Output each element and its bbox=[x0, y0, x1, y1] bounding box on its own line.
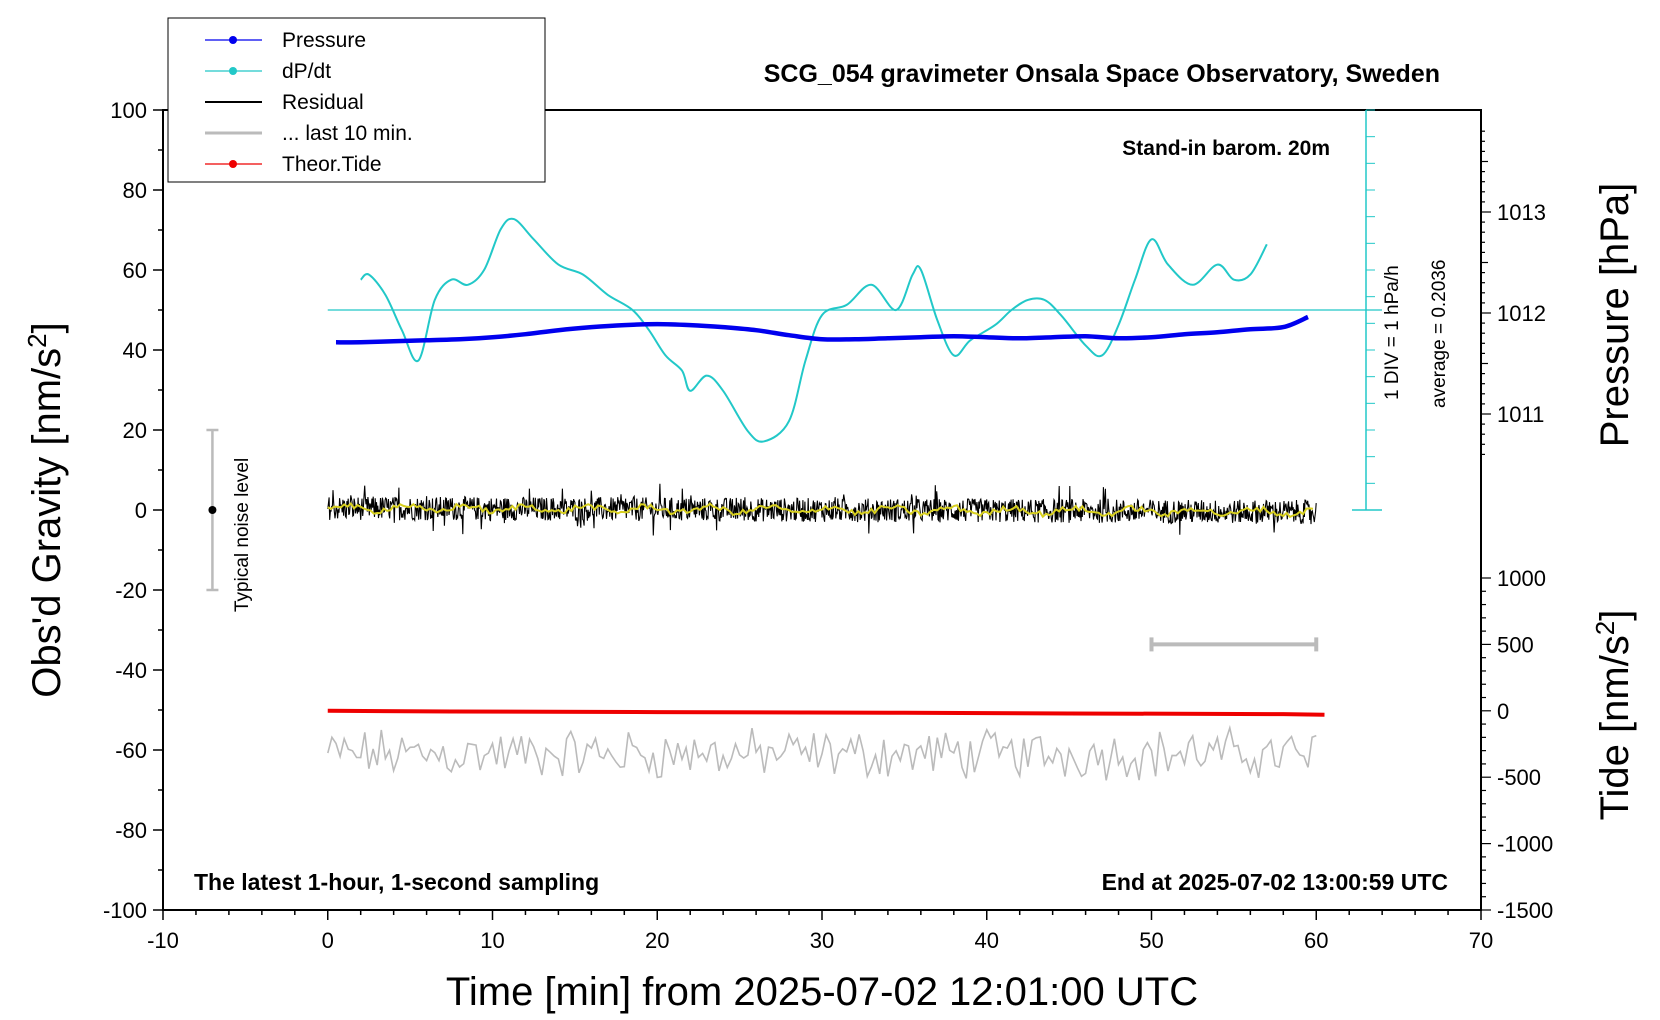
noise-bar-center bbox=[208, 506, 217, 514]
x-tick-label: 70 bbox=[1469, 928, 1493, 953]
pressure-tick-labels: 1013 1012 1011 bbox=[1497, 200, 1546, 427]
residual-smoothed-line bbox=[327, 501, 1314, 519]
y-tick-label: 80 bbox=[123, 178, 147, 203]
legend-label: Residual bbox=[282, 91, 364, 114]
legend-item: Residual bbox=[205, 91, 364, 114]
pressure-line bbox=[335, 314, 1309, 345]
legend-item: Pressure bbox=[205, 29, 366, 52]
y-tick-label: -40 bbox=[115, 658, 147, 683]
sampling-note: The latest 1-hour, 1-second sampling bbox=[194, 869, 599, 895]
typical-noise-bar bbox=[206, 428, 219, 592]
end-time-note: End at 2025-07-02 13:00:59 UTC bbox=[1102, 869, 1448, 895]
x-tick-label: 40 bbox=[975, 928, 999, 953]
theor-tide-line bbox=[327, 708, 1325, 717]
x-axis-title: Time [min] from 2025-07-02 12:01:00 UTC bbox=[446, 970, 1198, 1014]
chart-title: SCG_054 gravimeter Onsala Space Observat… bbox=[764, 60, 1440, 88]
tide-tick-labels: 1000 500 0 -500 -1000 -1500 bbox=[1497, 566, 1553, 923]
y-tick-label: 0 bbox=[135, 498, 147, 523]
axis-ticks bbox=[153, 109, 1491, 920]
legend-label: Theor.Tide bbox=[282, 153, 382, 176]
legend-marker bbox=[229, 36, 237, 44]
legend: Pressure dP/dt Residual ... last 10 min. The… bbox=[167, 17, 546, 183]
noise-label: Typical noise level bbox=[232, 458, 253, 612]
x-tick-label: 60 bbox=[1304, 928, 1328, 953]
y-tick-label: -80 bbox=[115, 818, 147, 843]
tide-tick-label: -1000 bbox=[1497, 832, 1553, 857]
x-tick-label: -10 bbox=[147, 928, 179, 953]
div-note: 1 DIV = 1 hPa/h bbox=[1382, 265, 1403, 400]
legend-item: dP/dt bbox=[205, 60, 331, 83]
x-tick-label: 20 bbox=[645, 928, 669, 953]
y-tick-label: -60 bbox=[115, 738, 147, 763]
tide-tick-label: 1000 bbox=[1497, 566, 1546, 591]
barometer-note: Stand-in barom. 20m bbox=[1122, 137, 1330, 160]
y-tick-label: 40 bbox=[123, 338, 147, 363]
x-tick-label: 30 bbox=[810, 928, 834, 953]
x-tick-labels: -10 0 10 20 30 40 50 60 70 bbox=[147, 928, 1493, 953]
x-tick-label: 50 bbox=[1139, 928, 1163, 953]
dpdt-scale-ruler bbox=[327, 109, 1382, 511]
average-note: average = 0.2036 bbox=[1429, 260, 1450, 408]
y-tick-label: 100 bbox=[110, 98, 147, 123]
tide-tick-label: -500 bbox=[1497, 765, 1541, 790]
legend-marker bbox=[229, 67, 237, 75]
legend-label: dP/dt bbox=[282, 60, 331, 83]
legend-label: Pressure bbox=[282, 29, 366, 52]
y-tick-labels: 100 80 60 40 20 0 -20 -40 -60 -80 -100 bbox=[103, 98, 147, 923]
legend-marker bbox=[229, 160, 237, 168]
x-tick-label: 0 bbox=[322, 928, 334, 953]
x-tick-label: 10 bbox=[480, 928, 504, 953]
last-10-min-line bbox=[327, 724, 1317, 781]
y-tick-label: 60 bbox=[123, 258, 147, 283]
tide-tick-label: 0 bbox=[1497, 699, 1509, 724]
tide-tick-label: -1500 bbox=[1497, 898, 1553, 923]
pressure-tick-label: 1011 bbox=[1497, 402, 1544, 427]
legend-label: ... last 10 min. bbox=[282, 122, 413, 145]
y-tick-label: -20 bbox=[115, 578, 147, 603]
legend-item: ... last 10 min. bbox=[205, 122, 413, 145]
legend-item: Theor.Tide bbox=[205, 153, 382, 176]
pressure-tick-label: 1013 bbox=[1497, 200, 1546, 225]
y-tick-label: -100 bbox=[103, 898, 147, 923]
y-axis-title: Obs'd Gravity [nm/s2] bbox=[22, 322, 69, 698]
tide-tick-label: 500 bbox=[1497, 632, 1534, 657]
y-tick-label: 20 bbox=[123, 418, 147, 443]
series-lines bbox=[327, 217, 1325, 781]
legend-box bbox=[167, 17, 546, 183]
tide-axis-title: Tide [nm/s2] bbox=[1590, 610, 1637, 821]
pressure-axis-title: Pressure [hPa] bbox=[1593, 183, 1637, 448]
pressure-tick-label: 1012 bbox=[1497, 301, 1546, 326]
